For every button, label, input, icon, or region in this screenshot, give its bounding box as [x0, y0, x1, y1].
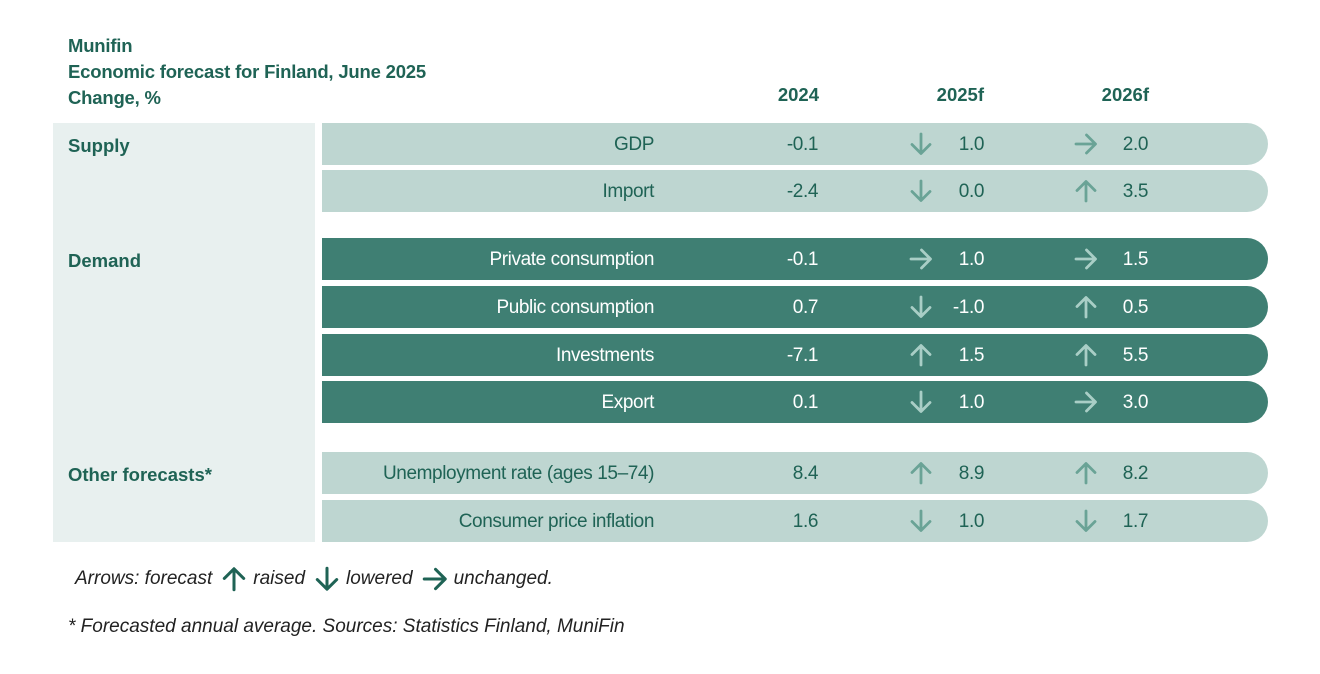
value-2025f: 1.0: [958, 392, 985, 413]
table-row: Export 0.1 1.0 3.0: [322, 381, 1268, 423]
value-2025f: 1.0: [958, 249, 985, 270]
arrow-down-icon: [1073, 508, 1099, 534]
row-label: Public consumption: [496, 297, 654, 318]
title-line-unit: Change, %: [68, 87, 161, 108]
legend-raised: raised: [253, 568, 306, 589]
table-row: Public consumption 0.7 -1.0 0.5: [322, 286, 1268, 328]
value-2026f: 2.0: [1122, 134, 1149, 155]
title-line-publisher: Munifin: [68, 35, 133, 56]
value-2025f: 0.0: [958, 181, 985, 202]
value-2026f: 8.2: [1122, 463, 1149, 484]
row-label: Unemployment rate (ages 15–74): [382, 463, 654, 484]
arrow-right-icon: [908, 246, 934, 272]
value-2026f: 3.0: [1122, 392, 1149, 413]
column-header-2026f: 2026f: [1101, 84, 1149, 105]
arrow-down-icon: [908, 178, 934, 204]
row-label: Investments: [555, 345, 654, 366]
row-label: GDP: [614, 134, 654, 155]
row-label: Export: [601, 392, 654, 413]
value-2025f: -1.0: [952, 297, 985, 318]
arrow-up-icon: [1073, 178, 1099, 204]
arrow-up-icon: [220, 565, 248, 593]
table-row: Private consumption -0.1 1.0 1.5: [322, 238, 1268, 280]
table-row: GDP -0.1 1.0 2.0: [322, 123, 1268, 165]
table-row: Unemployment rate (ages 15–74) 8.4 8.9 8.2: [322, 452, 1268, 494]
value-2024: -7.1: [786, 345, 819, 366]
arrow-legend: Arrows: forecast raised lowered unchange…: [75, 565, 553, 593]
row-label: Import: [602, 181, 655, 202]
group-label-other-forecasts: Other forecasts*: [68, 464, 212, 485]
legend-lowered: lowered: [346, 568, 413, 589]
arrow-right-icon: [1073, 389, 1099, 415]
row-label: Private consumption: [489, 249, 654, 270]
arrow-right-icon: [1073, 246, 1099, 272]
legend-prefix: Arrows: forecast: [75, 568, 213, 589]
row-label: Consumer price inflation: [458, 511, 655, 532]
arrow-up-icon: [1073, 460, 1099, 486]
arrow-right-icon: [1073, 131, 1099, 157]
value-2026f: 0.5: [1122, 297, 1149, 318]
arrow-down-icon: [908, 389, 934, 415]
value-2025f: 1.0: [958, 134, 985, 155]
value-2024: 0.7: [792, 297, 819, 318]
arrow-up-icon: [1073, 294, 1099, 320]
table-row: Investments -7.1 1.5 5.5: [322, 334, 1268, 376]
title-line-subject: Economic forecast for Finland, June 2025: [68, 61, 426, 82]
report-title: Munifin Economic forecast for Finland, J…: [68, 33, 426, 111]
value-2026f: 1.7: [1122, 511, 1149, 532]
arrow-up-icon: [1073, 342, 1099, 368]
value-2024: -0.1: [786, 249, 819, 270]
value-2024: -2.4: [786, 181, 819, 202]
legend-unchanged: unchanged.: [453, 568, 553, 589]
arrow-down-icon: [908, 508, 934, 534]
value-2024: -0.1: [786, 134, 819, 155]
group-label-supply: Supply: [68, 135, 130, 156]
value-2024: 8.4: [792, 463, 819, 484]
arrow-down-icon: [313, 565, 341, 593]
value-2026f: 5.5: [1122, 345, 1149, 366]
value-2025f: 1.0: [958, 511, 985, 532]
column-header-2025f: 2025f: [936, 84, 984, 105]
table-row: Consumer price inflation 1.6 1.0 1.7: [322, 500, 1268, 542]
value-2026f: 3.5: [1122, 181, 1149, 202]
value-2026f: 1.5: [1122, 249, 1149, 270]
group-label-panel: [53, 123, 315, 542]
arrow-right-icon: [421, 565, 449, 593]
group-label-demand: Demand: [68, 250, 141, 271]
footnote-sources: * Forecasted annual average. Sources: St…: [68, 616, 625, 637]
arrow-down-icon: [908, 294, 934, 320]
value-2024: 0.1: [792, 392, 819, 413]
arrow-down-icon: [908, 131, 934, 157]
column-header-2024: 2024: [777, 84, 819, 105]
arrow-up-icon: [908, 342, 934, 368]
value-2024: 1.6: [792, 511, 819, 532]
value-2025f: 8.9: [958, 463, 985, 484]
value-2025f: 1.5: [958, 345, 985, 366]
arrow-up-icon: [908, 460, 934, 486]
table-row: Import -2.4 0.0 3.5: [322, 170, 1268, 212]
